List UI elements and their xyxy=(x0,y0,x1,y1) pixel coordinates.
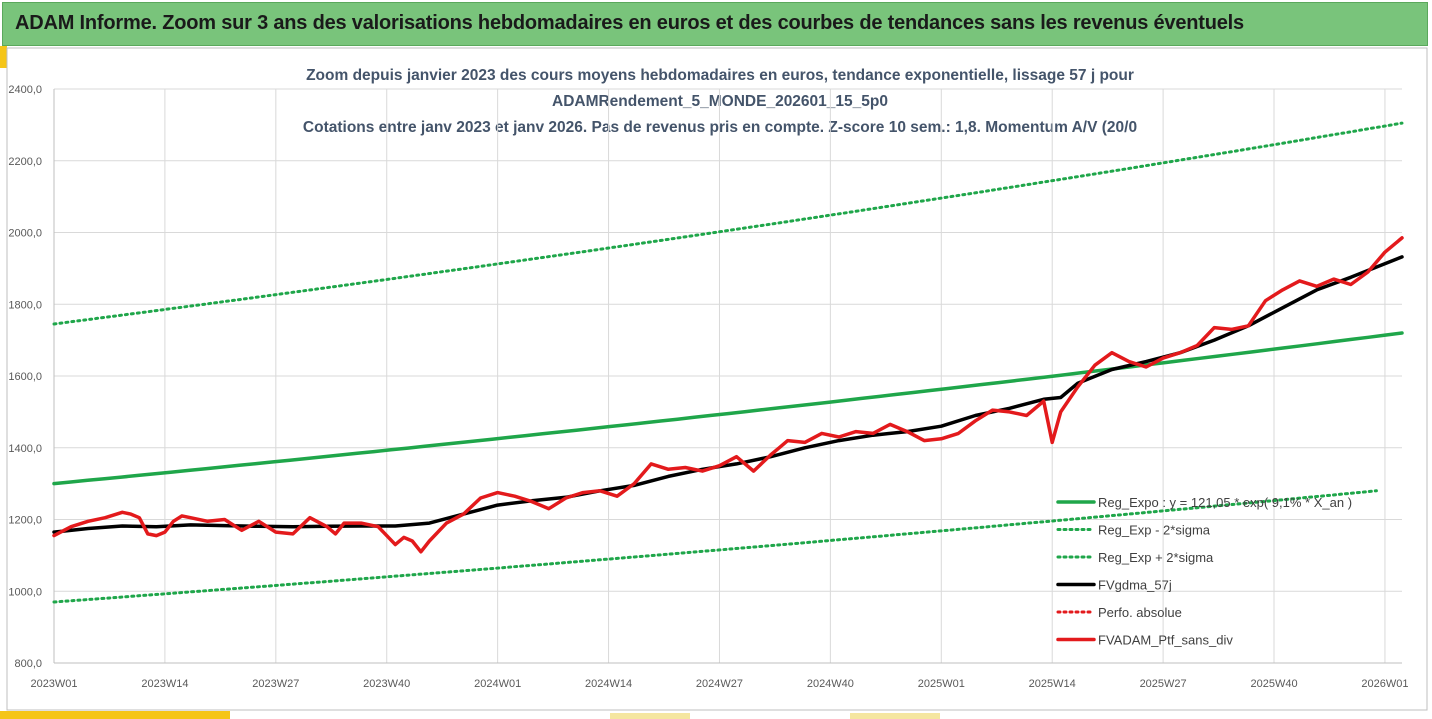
chart-title-line-1: Zoom depuis janvier 2023 des cours moyen… xyxy=(306,67,1134,84)
y-tick-label: 1600,0 xyxy=(8,371,42,383)
series-fvgdma-57j xyxy=(52,255,1404,534)
y-tick-label: 2000,0 xyxy=(8,228,42,240)
x-tick-label: 2023W40 xyxy=(363,678,410,690)
y-tick-label: 800,0 xyxy=(14,658,42,670)
grid xyxy=(53,88,1402,664)
x-tick-label: 2025W14 xyxy=(1029,678,1076,690)
legend-label: Reg_Exp + 2*sigma xyxy=(1098,550,1214,565)
header-bar: ADAM Informe. Zoom sur 3 ans des valoris… xyxy=(2,2,1428,46)
x-tick-label: 2023W14 xyxy=(141,678,188,690)
series-fvadam-ptf-sans-div xyxy=(52,236,1404,554)
legend-label: FVgdma_57j xyxy=(1098,578,1172,593)
series-reg-expo xyxy=(52,331,1404,486)
y-tick-label: 2400,0 xyxy=(8,84,42,96)
y-axis-ticks: 800,0 1000,0 1200,0 1400,0 1600,0 1800,0 2000,… xyxy=(8,84,42,670)
legend-label: FVADAM_Ptf_sans_div xyxy=(1098,633,1233,648)
y-tick-label: 1400,0 xyxy=(8,443,42,455)
chart-title-line-2: ADAMRendement_5_MONDE_202601_15_5p0 xyxy=(552,93,888,110)
x-tick-label: 2024W27 xyxy=(696,678,743,690)
x-tick-label: 2025W27 xyxy=(1140,678,1187,690)
accent-strip-bottom-left xyxy=(0,711,230,719)
x-tick-label: 2024W14 xyxy=(585,678,632,690)
accent-strip-left xyxy=(0,46,7,68)
header-title: ADAM Informe. Zoom sur 3 ans des valoris… xyxy=(15,12,1244,34)
legend: Reg_Expo : y = 121,05 * exp( 9,1% * X_an… xyxy=(1056,495,1352,648)
x-tick-label: 2023W01 xyxy=(30,678,77,690)
x-tick-label: 2025W01 xyxy=(918,678,965,690)
x-tick-label: 2026W01 xyxy=(1361,678,1408,690)
x-axis-ticks: 2023W01 2023W14 2023W27 2023W40 2024W01 2024W… xyxy=(30,678,1408,690)
accent-strip-bottom-mid xyxy=(610,713,690,719)
x-tick-label: 2023W27 xyxy=(252,678,299,690)
y-tick-label: 1200,0 xyxy=(8,515,42,527)
plot-border xyxy=(6,47,1428,711)
chart-title-line-3: Cotations entre janv 2023 et janv 2026. … xyxy=(303,119,1137,136)
y-tick-label: 1800,0 xyxy=(8,299,42,311)
y-tick-label: 1000,0 xyxy=(8,586,42,598)
x-tick-label: 2024W01 xyxy=(474,678,521,690)
series-reg-exp-minus-2sigma xyxy=(52,489,1378,604)
series-reg-exp-plus-2sigma xyxy=(52,121,1404,326)
y-tick-label: 2200,0 xyxy=(8,156,42,168)
chart-title: Zoom depuis janvier 2023 des cours moyen… xyxy=(303,67,1137,136)
accent-strip-bottom-right xyxy=(850,713,940,719)
series xyxy=(52,121,1404,604)
legend-label: Reg_Expo : y = 121,05 * exp( 9,1% * X_an… xyxy=(1098,495,1352,510)
x-tick-label: 2025W40 xyxy=(1250,678,1297,690)
legend-label: Reg_Exp - 2*sigma xyxy=(1098,523,1211,538)
legend-label: Perfo. absolue xyxy=(1098,605,1182,620)
x-tick-label: 2024W40 xyxy=(807,678,854,690)
